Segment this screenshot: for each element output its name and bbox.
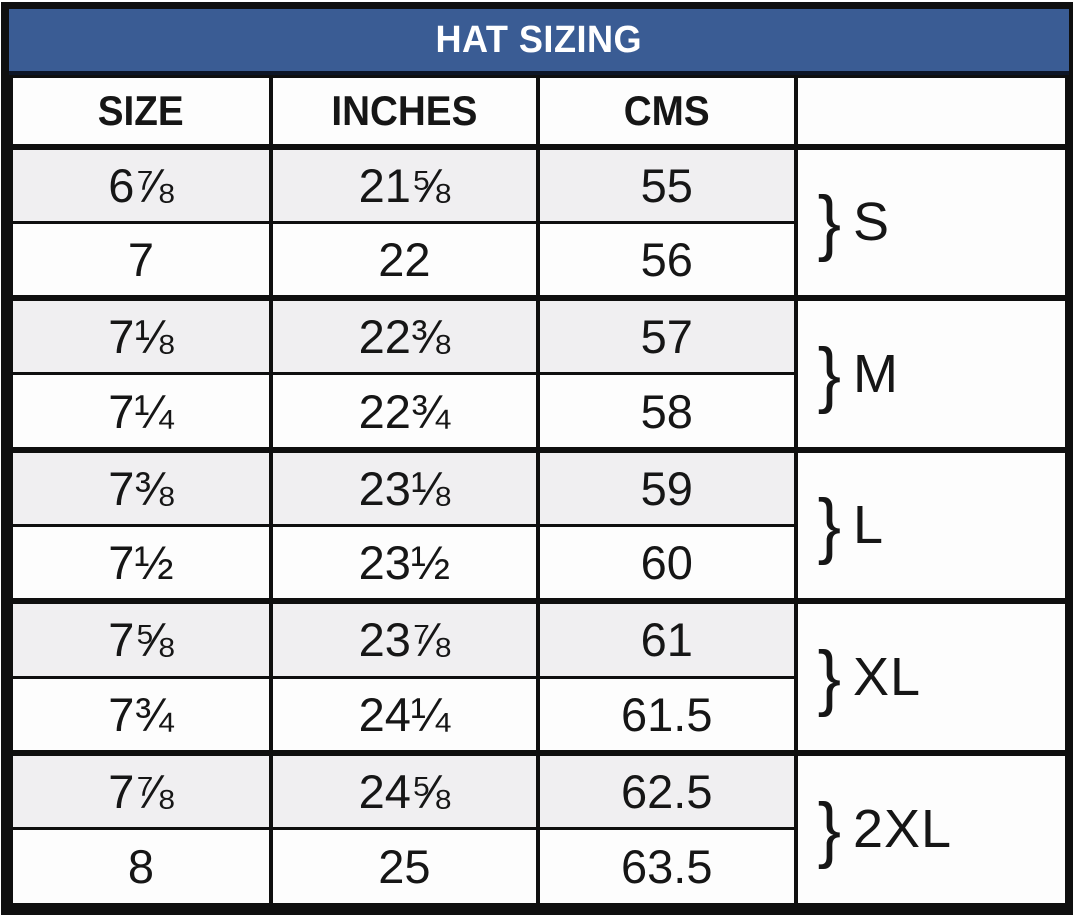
col-header-cms: CMS <box>535 75 798 149</box>
brace-glyph: } <box>817 636 841 719</box>
col-header-inches: INCHES <box>268 75 540 149</box>
size-cell: 6⅞ <box>9 143 273 224</box>
size-cell: 7¾ <box>9 675 273 755</box>
size-group-label: L <box>852 495 885 556</box>
inches-cell: 24¼ <box>268 675 540 755</box>
inches-cell: 24⅝ <box>268 749 540 831</box>
inches-cell: 23½ <box>268 523 540 603</box>
size-group-cell-m: } M <box>793 295 1070 452</box>
size-cell: 7 <box>9 220 273 300</box>
hat-sizing-table: SIZE INCHES CMS 6⅞ 21⅝ 55 } S 7 22 56 <box>9 75 1070 906</box>
col-header-size-label: SIZE <box>97 86 184 134</box>
table-row: 7⅝ 23⅞ 61 } XL <box>9 598 1070 755</box>
col-header-size: SIZE <box>9 75 273 149</box>
size-cell: 7⅝ <box>9 598 273 679</box>
title-bar: HAT SIZING <box>9 9 1069 75</box>
cms-cell: 62.5 <box>535 749 798 831</box>
size-group-label: M <box>852 343 899 404</box>
size-group-cell-l: } L <box>793 446 1070 603</box>
inches-cell: 21⅝ <box>268 143 540 224</box>
table-row: 7¾ 24¼ 61.5 <box>9 675 1067 755</box>
size-group-cell-xl: } XL <box>793 598 1070 755</box>
cms-cell: 58 <box>535 372 798 452</box>
table-row: 7⅛ 22⅜ 57 } M <box>9 295 1070 452</box>
brace-glyph: } <box>817 788 841 871</box>
size-cell: 7½ <box>9 523 273 603</box>
cms-cell: 60 <box>535 523 798 603</box>
table-row: 7⅞ 24⅝ 62.5 } 2XL <box>9 749 1070 906</box>
inches-cell: 22¾ <box>268 372 540 452</box>
brace-glyph: } <box>817 181 841 264</box>
inches-cell: 22⅜ <box>268 295 540 376</box>
size-cell: 7¼ <box>9 372 273 452</box>
cms-cell: 56 <box>535 220 798 300</box>
col-header-inches-label: INCHES <box>331 86 478 134</box>
cms-cell: 61.5 <box>535 675 798 755</box>
size-cell: 7⅞ <box>9 749 273 831</box>
cms-cell: 63.5 <box>535 827 798 906</box>
size-cell: 8 <box>9 827 273 906</box>
cms-cell: 59 <box>535 446 798 527</box>
table-row: 7⅜ 23⅛ 59 } L <box>9 446 1070 603</box>
brace-glyph: } <box>817 484 841 567</box>
table-row: 7¼ 22¾ 58 <box>9 372 1067 452</box>
col-header-cms-label: CMS <box>623 86 710 134</box>
table-row: 6⅞ 21⅝ 55 } S <box>9 143 1070 300</box>
table-row: 7 22 56 <box>9 220 1067 300</box>
cms-cell: 57 <box>535 295 798 376</box>
cms-cell: 61 <box>535 598 798 679</box>
inches-cell: 22 <box>268 220 540 300</box>
size-cell: 7⅛ <box>9 295 273 376</box>
size-group-cell-s: } S <box>793 143 1070 300</box>
inches-cell: 23⅞ <box>268 598 540 679</box>
col-header-group <box>793 75 1070 149</box>
size-group-label: 2XL <box>852 799 953 860</box>
size-cell: 7⅜ <box>9 446 273 527</box>
inches-cell: 23⅛ <box>268 446 540 527</box>
size-group-label: XL <box>852 647 922 708</box>
table-row: 8 25 63.5 <box>9 827 1067 906</box>
inches-cell: 25 <box>268 827 540 906</box>
table-row: 7½ 23½ 60 <box>9 523 1067 603</box>
size-group-cell-2xl: } 2XL <box>793 749 1070 906</box>
header-row: SIZE INCHES CMS <box>9 75 1070 149</box>
cms-cell: 55 <box>535 143 798 224</box>
page-title: HAT SIZING <box>435 18 643 61</box>
size-group-label: S <box>852 192 890 253</box>
brace-glyph: } <box>817 332 841 415</box>
